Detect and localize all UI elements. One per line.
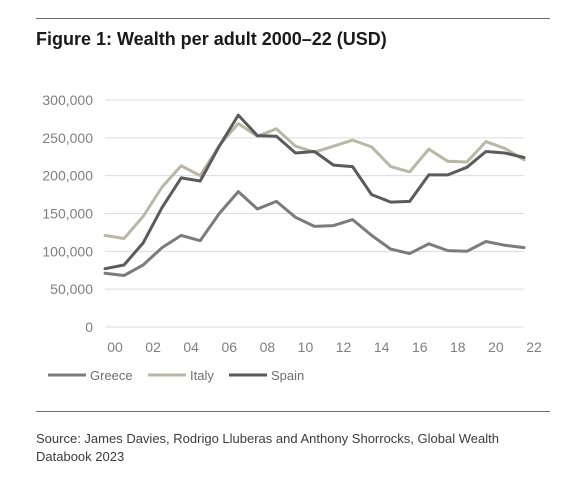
- series-line-spain: [103, 113, 526, 271]
- x-tick-label: 16: [412, 339, 428, 355]
- x-tick-label: 04: [183, 339, 199, 355]
- legend-label-spain: Spain: [271, 368, 304, 383]
- gridlines: [105, 99, 524, 328]
- series-lines: [103, 113, 526, 277]
- y-axis-ticks: 0 50,000 100,000 150,000 200,000 250,000 300,0…: [42, 92, 93, 335]
- legend-label-greece: Greece: [90, 368, 133, 383]
- x-tick-label: 20: [488, 339, 504, 355]
- figure-title: Figure 1: Wealth per adult 2000–22 (USD): [36, 29, 387, 49]
- y-tick-label: 200,000: [42, 168, 93, 184]
- source-note: Source: James Davies, Rodrigo Lluberas a…: [36, 431, 499, 464]
- y-tick-label: 150,000: [42, 206, 93, 222]
- x-tick-label: 14: [374, 339, 390, 355]
- x-tick-label: 00: [107, 339, 123, 355]
- series-line-greece: [103, 190, 526, 277]
- x-tick-label: 18: [450, 339, 466, 355]
- y-tick-label: 50,000: [50, 281, 93, 297]
- x-tick-label: 12: [336, 339, 352, 355]
- series-line-italy: [103, 122, 526, 240]
- y-tick-label: 100,000: [42, 243, 93, 259]
- x-axis-ticks: 00 02 04 06 08 10 12 14 16 18 20 22: [107, 339, 542, 355]
- x-tick-label: 02: [145, 339, 161, 355]
- x-tick-label: 06: [221, 339, 237, 355]
- y-tick-label: 250,000: [42, 130, 93, 146]
- legend-label-italy: Italy: [190, 368, 214, 383]
- y-tick-label: 0: [85, 319, 93, 335]
- x-tick-label: 08: [260, 339, 276, 355]
- y-tick-label: 300,000: [42, 92, 93, 108]
- top-rule: [36, 18, 550, 19]
- x-tick-label: 22: [526, 339, 542, 355]
- bottom-rule: [36, 411, 550, 412]
- legend: Greece Italy Spain: [48, 368, 304, 383]
- x-tick-label: 10: [298, 339, 314, 355]
